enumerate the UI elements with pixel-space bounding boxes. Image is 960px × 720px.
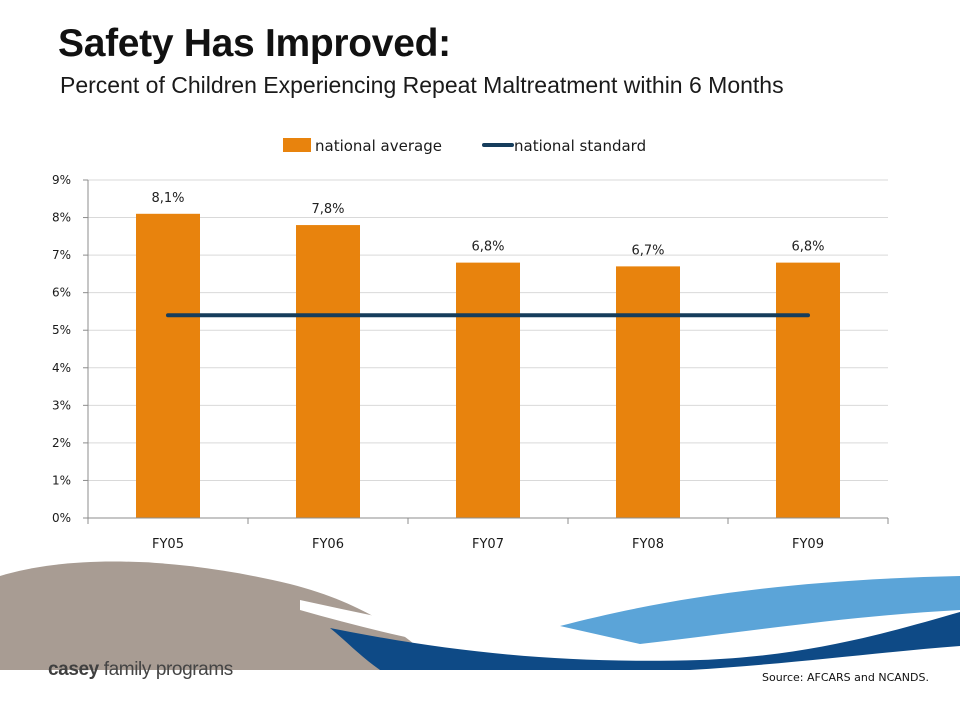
bar-value-label: 6,7% xyxy=(631,243,664,258)
casey-family-programs-logo: casey family programs xyxy=(48,659,233,680)
y-tick-label: 2% xyxy=(52,436,71,450)
bar xyxy=(136,213,200,519)
bar-line-chart: national average national standard 0% 1% 2%… xyxy=(52,137,889,552)
data-labels: 8,1% 7,8% 6,8% 6,7% 6,8% xyxy=(151,191,824,259)
slide-subtitle: Percent of Children Experiencing Repeat … xyxy=(60,72,784,98)
bar xyxy=(776,262,840,518)
wave-white-gap xyxy=(300,600,960,666)
y-tick-label: 7% xyxy=(52,248,71,262)
x-tick-label: FY08 xyxy=(632,537,664,552)
bar-value-label: 7,8% xyxy=(311,202,344,217)
y-tick-label: 1% xyxy=(52,473,71,487)
y-tick-label: 5% xyxy=(52,323,71,337)
x-tick-label: FY07 xyxy=(472,537,504,552)
bar-value-label: 6,8% xyxy=(791,240,824,255)
x-tick-label: FY09 xyxy=(792,537,824,552)
x-tick-label: FY05 xyxy=(152,537,184,552)
legend-swatch-national-average xyxy=(283,138,311,152)
wave-blue-band xyxy=(330,612,960,670)
x-tick-label: FY06 xyxy=(312,537,344,552)
bar xyxy=(616,266,680,518)
y-tick-label: 8% xyxy=(52,211,71,225)
bar xyxy=(296,225,360,519)
bar xyxy=(456,262,520,518)
y-axis: 0% 1% 2% 3% 4% 5% 6% 7% 8% 9% xyxy=(52,173,89,525)
y-tick-label: 3% xyxy=(52,398,71,412)
x-axis: FY05 FY06 FY07 FY08 FY09 xyxy=(87,517,889,552)
wave-light-blue-band xyxy=(560,576,960,644)
chart-legend: national average national standard xyxy=(283,137,646,155)
bar-value-label: 8,1% xyxy=(151,191,184,206)
decorative-wave xyxy=(0,561,960,670)
legend-label-national-standard: national standard xyxy=(514,137,646,155)
bar-series xyxy=(136,213,840,519)
wave-gray-band xyxy=(0,561,430,670)
legend-label-national-average: national average xyxy=(315,137,442,155)
slide-title: Safety Has Improved: xyxy=(58,22,451,65)
y-tick-label: 6% xyxy=(52,286,71,300)
y-tick-label: 4% xyxy=(52,361,71,375)
y-tick-label: 0% xyxy=(52,511,71,525)
y-tick-label: 9% xyxy=(52,173,71,187)
source-note: Source: AFCARS and NCANDS. xyxy=(762,671,929,684)
bar-value-label: 6,8% xyxy=(471,240,504,255)
